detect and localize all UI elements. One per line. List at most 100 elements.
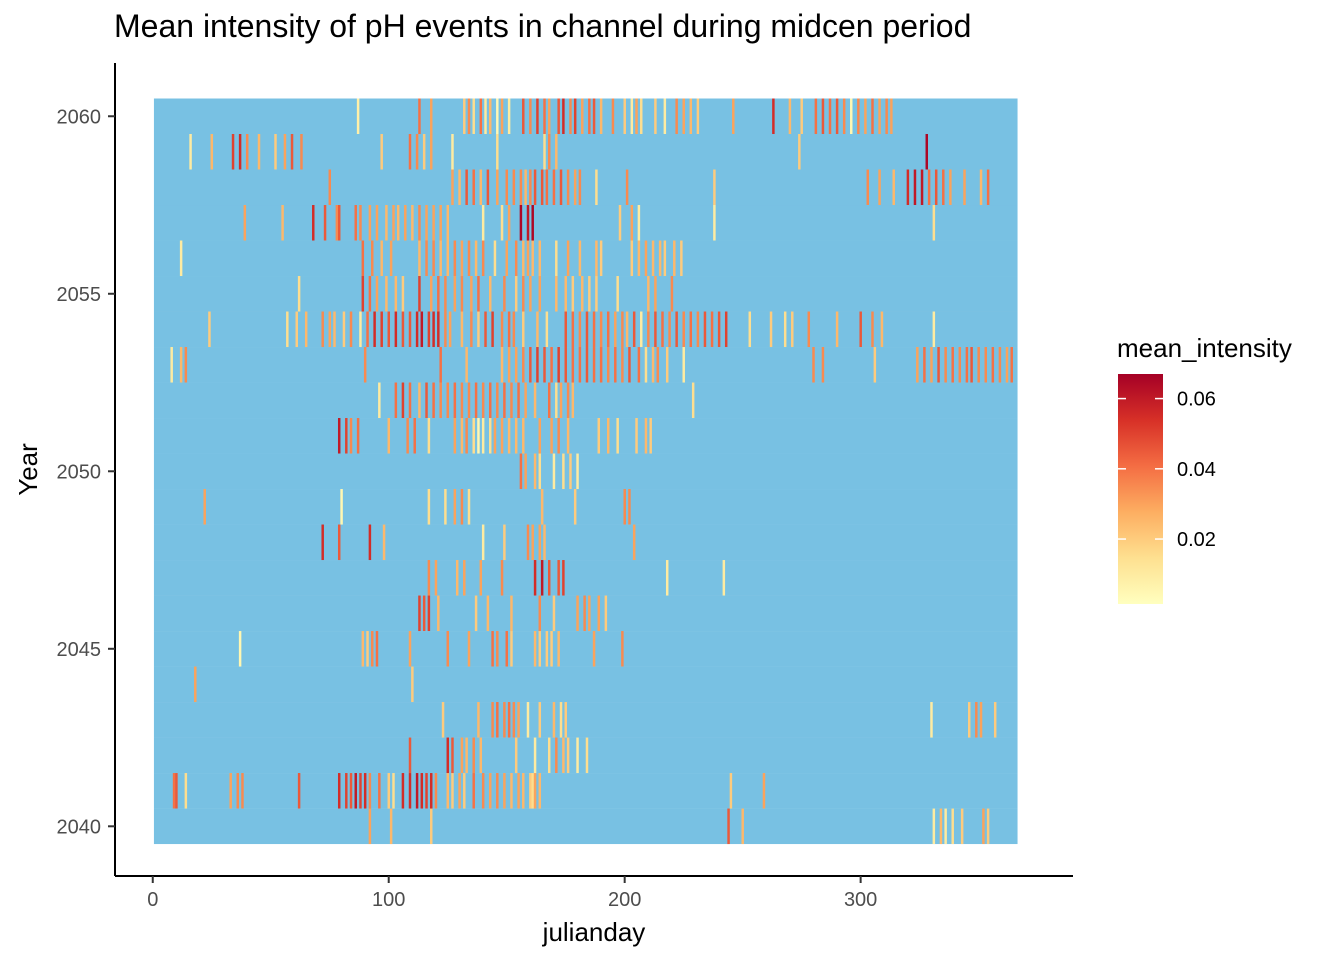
event-tile <box>439 382 442 419</box>
event-tile <box>491 311 494 348</box>
event-tile <box>623 98 626 135</box>
event-tile <box>486 169 490 206</box>
event-tile <box>835 311 839 348</box>
event-tile <box>349 311 353 348</box>
event-tile <box>550 631 553 667</box>
event-tile <box>401 773 405 809</box>
event-tile <box>477 702 480 738</box>
event-tile <box>665 347 669 383</box>
event-tile <box>411 666 414 703</box>
event-tile <box>493 240 497 277</box>
event-tile <box>401 311 405 348</box>
event-tile <box>588 595 591 632</box>
event-tile <box>385 276 388 312</box>
event-tile <box>418 595 421 632</box>
event-tile <box>625 169 629 206</box>
event-tile <box>800 98 803 135</box>
event-tile <box>451 134 454 170</box>
event-tile <box>783 311 787 348</box>
event-tile <box>203 489 206 525</box>
event-tile <box>583 595 586 632</box>
event-tile <box>368 808 372 845</box>
event-tile <box>337 205 341 241</box>
event-tile <box>566 240 570 277</box>
event-tile <box>791 311 794 348</box>
event-tile <box>547 560 551 596</box>
event-tile <box>491 631 494 667</box>
event-tile <box>555 382 558 419</box>
event-tile <box>932 205 936 241</box>
event-tile <box>522 773 525 809</box>
event-tile <box>630 205 634 241</box>
event-tile <box>578 311 582 348</box>
event-tile <box>430 808 433 845</box>
event-tile <box>581 276 584 312</box>
event-tile <box>937 347 940 383</box>
event-tile <box>460 240 464 277</box>
event-tile <box>632 311 636 348</box>
event-tile <box>762 773 766 809</box>
event-tile <box>538 702 542 738</box>
event-tile <box>444 489 447 525</box>
event-tile <box>526 524 530 561</box>
event-tile <box>533 560 537 596</box>
event-tile <box>446 205 450 241</box>
event-tile <box>505 169 508 206</box>
event-tile <box>543 134 546 170</box>
event-tile <box>453 276 457 312</box>
event-tile <box>885 98 888 135</box>
event-tile <box>184 773 188 809</box>
event-tile <box>536 311 539 348</box>
event-tile <box>510 773 513 809</box>
event-tile <box>599 240 603 277</box>
event-tile <box>245 134 249 170</box>
event-tile <box>585 347 589 383</box>
event-tile <box>557 98 560 135</box>
event-tile <box>665 560 669 596</box>
event-tile <box>463 560 466 596</box>
event-tile <box>871 311 874 348</box>
event-tile <box>682 347 685 383</box>
event-tile <box>611 98 615 135</box>
event-tile <box>479 560 483 596</box>
event-tile <box>387 418 391 454</box>
year-row-2060 <box>153 98 1018 135</box>
event-tile <box>522 98 525 135</box>
event-tile <box>514 737 518 774</box>
event-tile <box>545 631 549 667</box>
event-tile <box>890 98 893 135</box>
event-tile <box>975 702 978 738</box>
event-tile <box>408 382 412 419</box>
event-tile <box>588 276 591 312</box>
event-tile <box>892 169 895 206</box>
event-tile <box>564 276 567 312</box>
event-tile <box>418 98 421 135</box>
event-tile <box>477 311 480 348</box>
event-tile <box>748 311 752 348</box>
event-tile <box>552 702 556 738</box>
event-tile <box>993 702 997 738</box>
year-row-2047 <box>153 560 1018 596</box>
year-row-2052 <box>153 382 1018 419</box>
event-tile <box>552 169 556 206</box>
event-tile <box>439 240 442 277</box>
event-tile <box>670 276 674 312</box>
event-tile <box>500 560 504 596</box>
event-tile <box>481 382 485 419</box>
event-tile <box>286 311 289 348</box>
event-tile <box>519 453 523 490</box>
event-tile <box>649 418 652 454</box>
event-tile <box>661 311 664 348</box>
event-tile <box>668 311 671 348</box>
event-tile <box>522 240 525 277</box>
event-tile <box>533 737 537 774</box>
event-tile <box>496 134 499 170</box>
event-tile <box>189 134 192 170</box>
event-tile <box>654 276 657 312</box>
event-tile <box>991 347 995 383</box>
event-tile <box>958 347 962 383</box>
event-tile <box>732 98 735 135</box>
event-tile <box>337 773 341 809</box>
y-tick-label: 2050 <box>57 461 102 483</box>
event-tile <box>349 418 353 454</box>
